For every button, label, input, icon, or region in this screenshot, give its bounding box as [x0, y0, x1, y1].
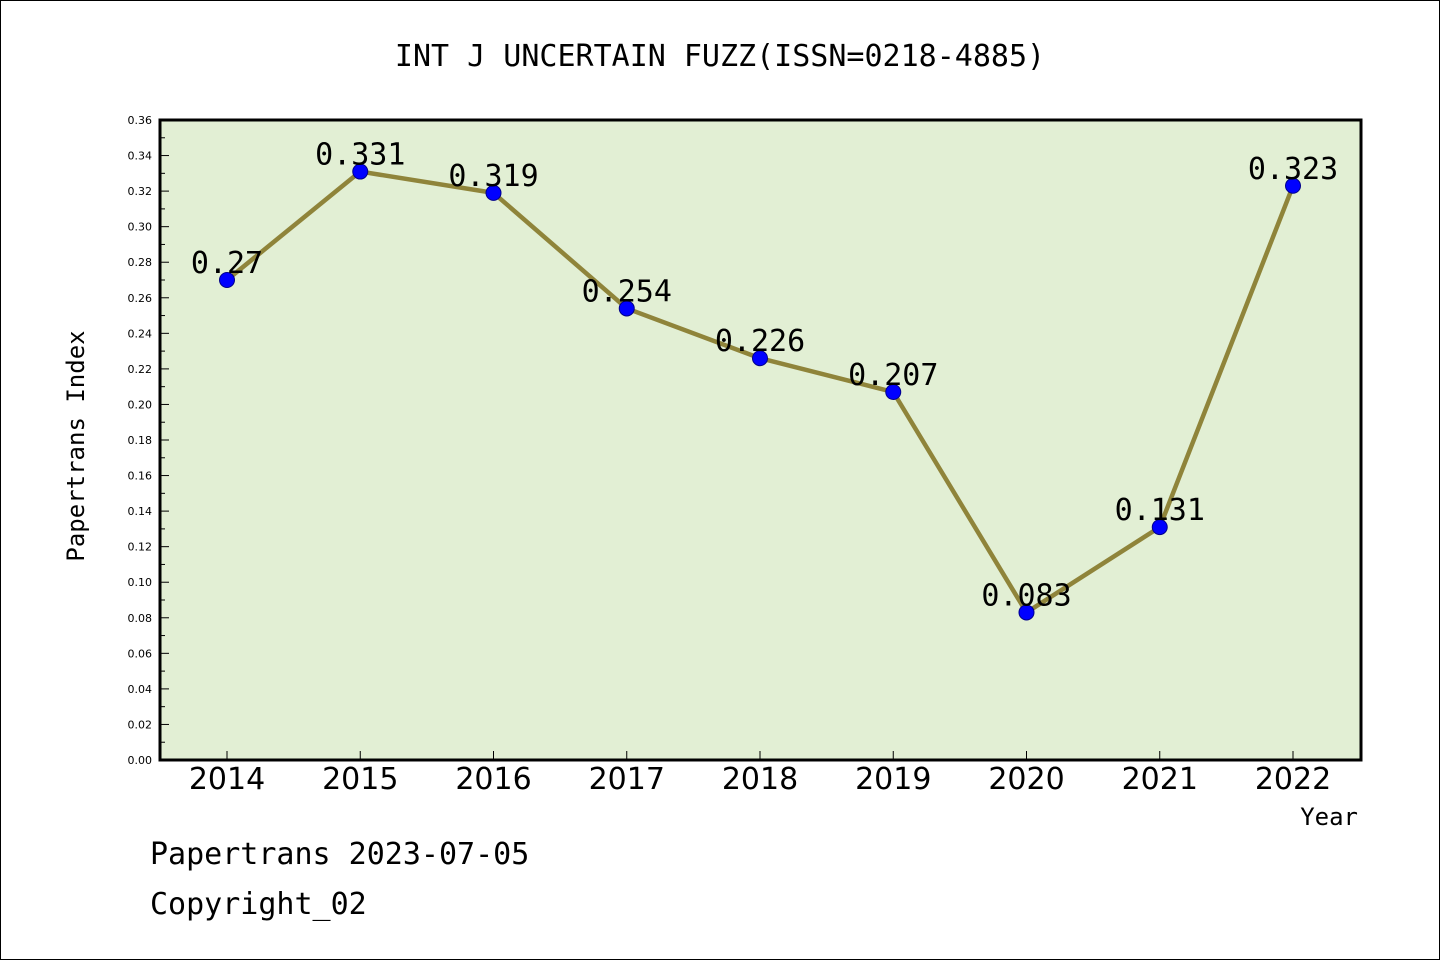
- y-tick-label: 0.06: [128, 647, 153, 660]
- x-tick-label: 2017: [589, 762, 665, 797]
- y-tick-label: 0.14: [128, 505, 153, 518]
- y-tick-label: 0.30: [128, 221, 153, 234]
- y-tick-label: 0.10: [128, 576, 153, 589]
- data-point-marker: [752, 350, 768, 367]
- data-point-marker: [885, 384, 902, 400]
- data-point-label: 0.226: [715, 324, 805, 359]
- series-line-group: [219, 163, 1301, 621]
- y-tick-label: 0.18: [128, 434, 153, 447]
- y-tick-label: 0.02: [128, 718, 153, 731]
- data-point-marker: [485, 184, 502, 201]
- y-tick-label: 0.08: [128, 612, 153, 625]
- y-tick-label: 0.32: [128, 185, 153, 198]
- data-point-label: 0.131: [1115, 493, 1205, 528]
- y-tick-label: 0.04: [128, 683, 153, 696]
- plot-frame: [158, 118, 1363, 762]
- x-tick-label: 2016: [455, 762, 531, 797]
- footer-copyright: Copyright_02: [150, 887, 367, 922]
- plot-area: [160, 120, 1361, 760]
- chart-title: INT J UNCERTAIN FUZZ(ISSN=0218-4885): [395, 39, 1045, 74]
- data-point-marker: [1285, 177, 1301, 194]
- data-point-label: 0.254: [582, 274, 672, 309]
- axis-ticks: 0.00 0.02 0.04 0.06 0.08 0.10 0.12 0.14 0.16 0.18…: [128, 114, 1332, 797]
- data-point-marker: [219, 272, 235, 288]
- x-tick-label: 2019: [855, 762, 931, 797]
- data-point-marker: [352, 163, 369, 180]
- data-labels: 0.27 0.331 0.319 0.254 0.226 0.207 0.083 0.131 0…: [191, 138, 1338, 614]
- x-axis-label: Year: [1300, 803, 1358, 831]
- y-tick-label: 0.24: [128, 327, 153, 340]
- data-point-label: 0.27: [191, 246, 263, 281]
- x-tick-label: 2018: [722, 762, 798, 797]
- x-tick-label: 2015: [322, 762, 398, 797]
- data-point-label: 0.319: [448, 159, 538, 194]
- x-tick-label: 2020: [988, 762, 1064, 797]
- y-axis-label: Papertrans Index: [62, 330, 90, 561]
- data-point-marker: [1151, 519, 1168, 536]
- y-tick-label: 0.00: [128, 754, 153, 767]
- data-point-label: 0.083: [981, 578, 1071, 613]
- x-tick-label: 2022: [1255, 762, 1331, 797]
- data-point-label: 0.207: [848, 358, 938, 393]
- data-point-marker: [1018, 604, 1035, 621]
- y-tick-label: 0.12: [128, 541, 153, 554]
- y-tick-label: 0.20: [128, 398, 153, 411]
- data-point-label: 0.331: [315, 138, 405, 173]
- y-tick-label: 0.16: [128, 470, 153, 483]
- data-point-marker: [618, 300, 635, 317]
- x-tick-label: 2021: [1122, 762, 1198, 797]
- y-tick-label: 0.22: [128, 363, 153, 376]
- y-tick-label: 0.26: [128, 292, 153, 305]
- y-tick-label: 0.34: [128, 150, 153, 163]
- data-point-label: 0.323: [1248, 152, 1338, 187]
- y-tick-label: 0.36: [128, 114, 153, 127]
- footer-date: Papertrans 2023-07-05: [150, 837, 529, 872]
- y-tick-label: 0.28: [128, 256, 153, 269]
- x-tick-label: 2014: [189, 762, 265, 797]
